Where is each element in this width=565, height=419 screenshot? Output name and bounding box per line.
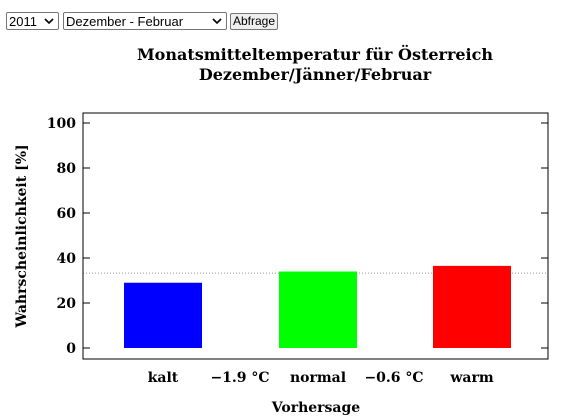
x-tick-label-normal: normal xyxy=(290,370,346,386)
forecast-controls: 2011 Dezember - Februar Abfrage xyxy=(6,11,279,31)
bar-warm xyxy=(433,265,511,348)
y-axis-label: Wahrscheinlichkeit [%] xyxy=(14,144,30,328)
threshold-label: −1.9 °C xyxy=(210,370,269,386)
y-tick-label: 0 xyxy=(66,341,76,357)
bar-normal xyxy=(279,271,357,348)
season-select-value: Dezember - Februar xyxy=(66,13,184,29)
chevron-down-icon xyxy=(44,18,54,25)
plot-frame xyxy=(82,112,549,360)
plot-area: 0 20 40 60 80 100 kalt normal warm −1.9 °C −0.6 °C xyxy=(47,112,549,386)
chevron-down-icon xyxy=(212,18,222,25)
bar-kalt xyxy=(124,282,202,348)
y-tick-label: 20 xyxy=(57,296,77,312)
x-tick-label-kalt: kalt xyxy=(148,370,179,386)
y-tick-label: 100 xyxy=(47,116,76,132)
chart-title-line2: Dezember/Jänner/Februar xyxy=(199,65,432,84)
y-tick-label: 40 xyxy=(57,251,77,267)
year-select-value: 2011 xyxy=(9,13,37,29)
year-select[interactable]: 2011 xyxy=(6,12,59,30)
chart-title-line1: Monatsmitteltemperatur für Österreich xyxy=(137,44,493,64)
y-tick-label: 60 xyxy=(57,206,77,222)
x-tick-label-warm: warm xyxy=(449,370,493,386)
threshold-label: −0.6 °C xyxy=(364,370,423,386)
season-select[interactable]: Dezember - Februar xyxy=(63,12,227,30)
y-tick-label: 80 xyxy=(57,161,77,177)
query-button[interactable]: Abfrage xyxy=(230,12,279,30)
x-axis-label: Vorhersage xyxy=(271,400,360,416)
